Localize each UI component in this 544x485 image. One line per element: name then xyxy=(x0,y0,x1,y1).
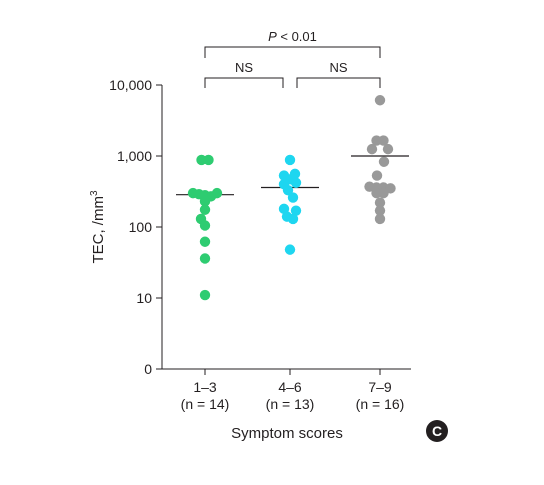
data-point xyxy=(374,213,386,225)
x-tick-sample-size: (n = 16) xyxy=(356,396,405,412)
data-point xyxy=(199,204,211,215)
data-point xyxy=(374,197,386,208)
data-point xyxy=(199,253,211,264)
significance-label-italic: P xyxy=(268,29,277,44)
data-point xyxy=(211,187,223,199)
significance-label: P < 0.01 xyxy=(268,29,317,44)
significance-label-text: < 0.01 xyxy=(277,29,317,44)
data-point xyxy=(374,205,386,216)
data-point xyxy=(290,177,302,188)
y-tick-label: 1,000 xyxy=(117,148,152,164)
data-point xyxy=(284,244,296,255)
significance-bracket xyxy=(204,77,284,88)
significance-bracket xyxy=(204,46,381,58)
data-point xyxy=(199,196,211,207)
x-axis-label: Symptom scores xyxy=(231,425,343,442)
x-tick-label: 4–6 xyxy=(278,379,302,395)
data-point xyxy=(284,154,296,166)
significance-label: NS xyxy=(329,60,347,75)
data-point xyxy=(378,156,390,167)
data-point xyxy=(378,187,389,199)
data-point xyxy=(199,220,211,231)
data-point xyxy=(282,184,294,196)
y-tick-label: 10,000 xyxy=(109,77,152,93)
data-point xyxy=(199,236,211,247)
x-tick-label: 1–3 xyxy=(193,379,217,395)
significance-label-text: NS xyxy=(235,60,253,75)
y-axis-label: TEC, /mm3 xyxy=(89,190,107,264)
data-point xyxy=(287,192,299,203)
significance-bracket xyxy=(296,77,381,88)
data-point xyxy=(287,213,299,225)
x-tick-sample-size: (n = 14) xyxy=(181,396,230,412)
y-axis-label-superscript: 3 xyxy=(89,190,100,196)
panel-label-badge: C xyxy=(426,420,448,442)
panel-label-text: C xyxy=(432,423,442,439)
data-point xyxy=(290,205,302,216)
data-point xyxy=(366,143,378,155)
data-point xyxy=(371,170,383,181)
y-tick-label: 100 xyxy=(129,219,153,235)
data-point xyxy=(199,289,211,301)
significance-brackets: P < 0.01 NS NS xyxy=(204,29,381,88)
significance-label-text: NS xyxy=(329,60,347,75)
y-axis-label-main: TEC, /mm xyxy=(90,196,107,264)
data-point xyxy=(203,154,214,166)
y-tick-label: 10 xyxy=(136,290,152,306)
data-points xyxy=(187,95,396,301)
axes xyxy=(161,85,411,370)
x-ticks: 1–3(n = 14) 4–6(n = 13) 7–9(n = 16) xyxy=(181,369,405,412)
data-point xyxy=(374,95,386,106)
x-tick-label: 7–9 xyxy=(368,379,392,395)
data-point xyxy=(378,135,389,146)
panel-label-circle xyxy=(426,420,448,442)
significance-label: NS xyxy=(235,60,253,75)
x-tick-sample-size: (n = 13) xyxy=(266,396,315,412)
data-point xyxy=(382,143,394,155)
y-tick-label: 0 xyxy=(144,361,152,377)
